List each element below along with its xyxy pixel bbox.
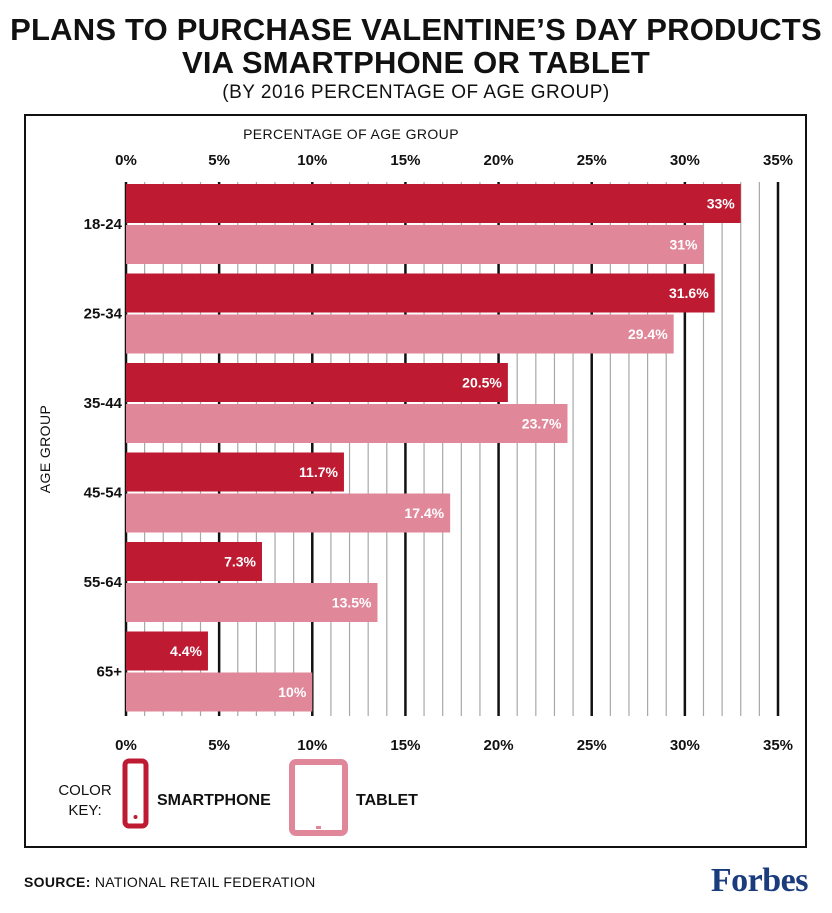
smartphone-icon [122, 758, 149, 829]
data-label-tablet: 13.5% [332, 595, 372, 611]
y-axis-title: AGE GROUP [37, 405, 53, 493]
top-tick-label: 5% [208, 152, 230, 169]
color-key-label-line-2: KEY: [68, 802, 101, 819]
chart-title-line-2: VIA SMARTPHONE OR TABLET [181, 45, 651, 80]
category-label: 18-24 [84, 216, 123, 233]
category-label: 25-34 [84, 306, 123, 323]
top-tick-label: 35% [763, 152, 793, 169]
bottom-tick-label: 0% [115, 737, 137, 754]
top-tick-label: 15% [390, 152, 420, 169]
data-label-smartphone: 20.5% [462, 375, 502, 391]
bottom-tick-label: 20% [484, 737, 514, 754]
data-label-tablet: 17.4% [404, 505, 444, 521]
bar-smartphone [126, 452, 344, 492]
bar-chart: 33% 31% 31.6% 29.4% 20.5% 23.7% 11.7% 17.4% 7.3%… [37, 126, 793, 836]
bar-tablet [126, 583, 378, 622]
chart-title-line-1: PLANS TO PURCHASE VALENTINE’S DAY PRODUC… [10, 12, 822, 47]
top-tick-label: 25% [577, 152, 607, 169]
x-axis-title: PERCENTAGE OF AGE GROUP [243, 126, 459, 142]
bars: 33% 31% 31.6% 29.4% 20.5% 23.7% 11.7% 17.4% 7.3%… [126, 184, 741, 712]
tablet-icon [289, 759, 348, 836]
legend-smartphone-label: SMARTPHONE [157, 792, 271, 809]
data-label-smartphone: 4.4% [170, 643, 202, 659]
bottom-tick-label: 15% [390, 737, 420, 754]
category-label: 65+ [97, 664, 123, 681]
chart-subtitle: (BY 2016 PERCENTAGE OF AGE GROUP) [222, 82, 610, 103]
chart-frame: 33% 31% 31.6% 29.4% 20.5% 23.7% 11.7% 17.4% 7.3%… [24, 114, 807, 848]
color-key-label-line-1: COLOR [58, 782, 112, 799]
data-label-smartphone: 11.7% [299, 464, 338, 480]
source-label: SOURCE: [24, 874, 91, 890]
bottom-tick-label: 30% [670, 737, 700, 754]
data-label-tablet: 10% [278, 684, 307, 700]
category-labels: 18-24 25-34 35-44 45-54 55-64 65+ [84, 216, 123, 681]
forbes-logo: Forbes [710, 862, 809, 899]
tick-labels: 0% 0% 5% 5% 10% 10% 15% 15% 20% 20% 25% 25% 30% 30% 35… [115, 152, 793, 754]
color-key: COLOR KEY: SMARTPHONE TABLET [58, 758, 418, 836]
bar-tablet [126, 314, 674, 354]
bottom-tick-label: 25% [577, 737, 607, 754]
top-tick-label: 30% [670, 152, 700, 169]
source-text: NATIONAL RETAIL FEDERATION [94, 874, 316, 890]
bar-smartphone [126, 273, 715, 313]
source-note: SOURCE: NATIONAL RETAIL FEDERATION [24, 874, 316, 890]
category-label: 35-44 [84, 395, 123, 412]
legend-tablet-label: TABLET [356, 792, 418, 809]
data-label-tablet: 23.7% [522, 416, 562, 432]
bottom-tick-label: 5% [208, 737, 230, 754]
data-label-tablet: 31% [669, 237, 698, 253]
bar-tablet [126, 672, 313, 712]
top-tick-label: 20% [484, 152, 514, 169]
data-label-smartphone: 33% [707, 196, 736, 212]
bar-tablet [126, 225, 704, 264]
bar-smartphone [126, 631, 208, 671]
category-label: 45-54 [84, 485, 123, 502]
category-label: 55-64 [84, 574, 123, 591]
bottom-tick-label: 35% [763, 737, 793, 754]
bar-smartphone [126, 184, 741, 223]
bar-tablet [126, 404, 568, 443]
top-tick-label: 0% [115, 152, 137, 169]
top-tick-label: 10% [297, 152, 327, 169]
bottom-tick-label: 10% [297, 737, 327, 754]
bar-tablet [126, 493, 451, 533]
bar-smartphone [126, 542, 262, 581]
data-label-smartphone: 31.6% [669, 285, 709, 301]
grid-lines [124, 182, 780, 716]
data-label-tablet: 29.4% [628, 326, 668, 342]
data-label-smartphone: 7.3% [224, 554, 256, 570]
bar-smartphone [126, 363, 508, 402]
